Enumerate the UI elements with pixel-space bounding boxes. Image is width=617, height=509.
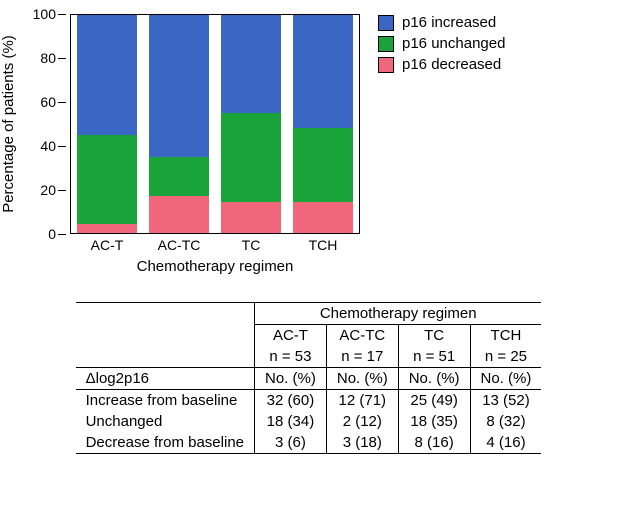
bar-label: TC — [221, 233, 281, 253]
table-col-header: TC — [398, 325, 470, 347]
table-cell: n = 25 — [470, 346, 541, 368]
y-axis-title: Percentage of patients (%) — [0, 35, 17, 213]
bar-segment-unchanged — [293, 128, 353, 202]
table-cell: 13 (52) — [470, 390, 541, 412]
y-tick — [58, 102, 66, 103]
bar-segment-increased — [149, 15, 209, 157]
table-cell — [76, 346, 255, 368]
table-row: Chemotherapy regimen — [76, 303, 542, 325]
table-cell: No. (%) — [326, 368, 398, 390]
y-tick-label: 0 — [20, 226, 56, 242]
bar-segment-increased — [293, 15, 353, 128]
table-row: Increase from baseline 32 (60) 12 (71) 2… — [76, 390, 542, 412]
y-tick-label: 40 — [20, 138, 56, 154]
table-cell — [76, 325, 255, 347]
bar-segment-decreased — [293, 202, 353, 233]
bar-segment-increased — [77, 15, 137, 135]
table-cell: No. (%) — [398, 368, 470, 390]
table-cell: 25 (49) — [398, 390, 470, 412]
bar: AC-TC — [149, 15, 209, 233]
plot-region: AC-TAC-TCTCTCH — [70, 14, 360, 234]
table-cell: No. (%) — [470, 368, 541, 390]
table-row: n = 53 n = 17 n = 51 n = 25 — [76, 346, 542, 368]
table-col-header: AC-T — [255, 325, 327, 347]
bar-segment-unchanged — [221, 113, 281, 202]
table-cell: 3 (6) — [255, 432, 327, 454]
legend-label: p16 unchanged — [402, 35, 505, 52]
bar-label: AC-T — [77, 233, 137, 253]
bar: TC — [221, 15, 281, 233]
table-cell: 8 (32) — [470, 411, 541, 432]
y-tick — [58, 190, 66, 191]
table-row-label: Increase from baseline — [76, 390, 255, 412]
bar-container: AC-TAC-TCTCTCH — [71, 15, 359, 233]
legend-label: p16 decreased — [402, 56, 501, 73]
table-super-header: Chemotherapy regimen — [255, 303, 542, 325]
bar-label: TCH — [293, 233, 353, 253]
table-cell: n = 53 — [255, 346, 327, 368]
legend-item: p16 increased — [378, 14, 505, 31]
legend-item: p16 unchanged — [378, 35, 505, 52]
legend-swatch-decreased — [378, 57, 394, 73]
legend: p16 increased p16 unchanged p16 decrease… — [378, 14, 505, 77]
y-tick — [58, 234, 66, 235]
table-cell: 8 (16) — [398, 432, 470, 454]
bar-segment-unchanged — [149, 157, 209, 196]
table-row: Unchanged 18 (34) 2 (12) 18 (35) 8 (32) — [76, 411, 542, 432]
table-cell: 4 (16) — [470, 432, 541, 454]
table-cell: 2 (12) — [326, 411, 398, 432]
y-tick-label: 60 — [20, 94, 56, 110]
table-col-header: AC-TC — [326, 325, 398, 347]
figure-root: { "chart":{ "type":"stacked-bar", "ylabe… — [0, 0, 617, 454]
y-tick — [58, 146, 66, 147]
y-tick-label: 100 — [20, 6, 56, 22]
bar-label: AC-TC — [149, 233, 209, 253]
bar-segment-decreased — [221, 202, 281, 233]
table-cell: No. (%) — [255, 368, 327, 390]
bar-segment-unchanged — [77, 135, 137, 224]
table-cell: n = 51 — [398, 346, 470, 368]
legend-swatch-increased — [378, 15, 394, 31]
legend-item: p16 decreased — [378, 56, 505, 73]
table-row: AC-T AC-TC TC TCH — [76, 325, 542, 347]
table-row-label: Decrease from baseline — [76, 432, 255, 454]
x-axis-title: Chemotherapy regimen — [70, 258, 360, 275]
table-cell — [76, 303, 255, 325]
data-table: Chemotherapy regimen AC-T AC-TC TC TCH n… — [76, 302, 542, 454]
table-cell: 18 (35) — [398, 411, 470, 432]
table-row: Decrease from baseline 3 (6) 3 (18) 8 (1… — [76, 432, 542, 454]
table-row: Δlog2p16 No. (%) No. (%) No. (%) No. (%) — [76, 368, 542, 390]
y-tick — [58, 58, 66, 59]
y-tick — [58, 14, 66, 15]
table-cell: 32 (60) — [255, 390, 327, 412]
legend-swatch-unchanged — [378, 36, 394, 52]
bar: TCH — [293, 15, 353, 233]
bar-segment-decreased — [149, 196, 209, 233]
y-tick-label: 20 — [20, 182, 56, 198]
table-col-header: TCH — [470, 325, 541, 347]
table-measure-label: Δlog2p16 — [76, 368, 255, 390]
legend-label: p16 increased — [402, 14, 496, 31]
table-cell: 12 (71) — [326, 390, 398, 412]
table-row-label: Unchanged — [76, 411, 255, 432]
table-cell: 18 (34) — [255, 411, 327, 432]
y-tick-label: 80 — [20, 50, 56, 66]
table-cell: n = 17 — [326, 346, 398, 368]
chart-area: Percentage of patients (%) AC-TAC-TCTCTC… — [0, 0, 617, 290]
bar: AC-T — [77, 15, 137, 233]
table-cell: 3 (18) — [326, 432, 398, 454]
bar-segment-decreased — [77, 224, 137, 233]
bar-segment-increased — [221, 15, 281, 113]
